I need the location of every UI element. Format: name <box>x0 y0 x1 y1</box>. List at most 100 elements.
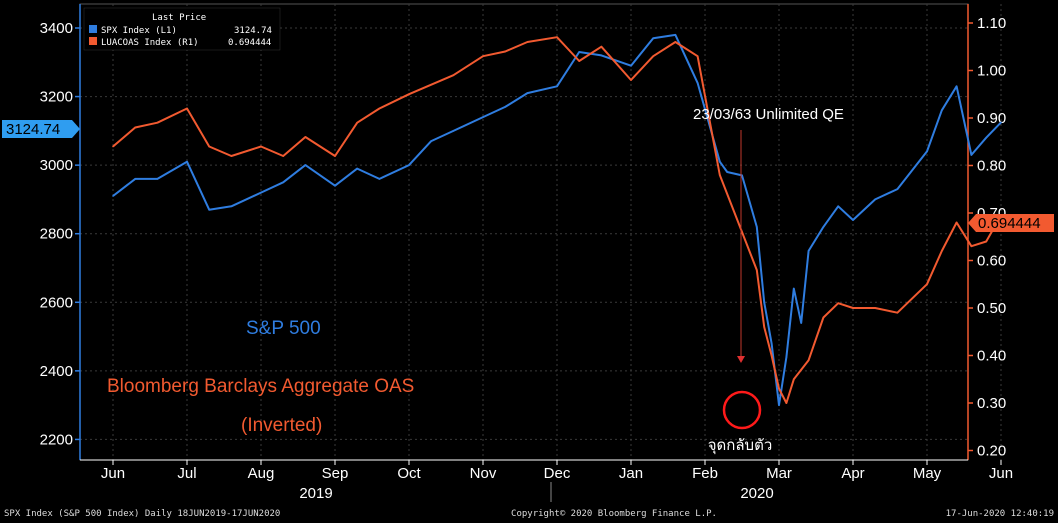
month-tick-label: Nov <box>470 465 497 482</box>
legend-swatch-spx <box>89 25 97 33</box>
data-point <box>452 130 455 132</box>
data-point <box>334 184 336 187</box>
spx-annotation: S&P 500 <box>246 318 321 339</box>
data-point <box>230 205 233 208</box>
data-point <box>652 37 654 40</box>
data-point <box>356 121 359 124</box>
month-tick-label: Oct <box>397 465 421 482</box>
data-point <box>282 155 285 157</box>
footer-left: SPX Index (S&P 500 Index) Daily 18JUN201… <box>4 509 280 519</box>
data-point <box>852 307 854 309</box>
data-point <box>482 116 484 118</box>
footer-right: 17-Jun-2020 12:40:19 <box>946 509 1054 519</box>
legend-value-oas: 0.694444 <box>228 38 271 48</box>
data-point <box>719 174 721 176</box>
data-point <box>408 164 410 166</box>
data-point <box>408 93 410 95</box>
data-point <box>156 178 159 180</box>
data-point <box>556 36 558 38</box>
data-point <box>785 356 788 358</box>
series-group <box>112 33 1002 407</box>
month-tick-label: Mar <box>766 465 792 482</box>
data-point <box>304 164 307 166</box>
data-point <box>112 145 114 148</box>
data-point <box>785 402 788 404</box>
data-point <box>822 226 825 228</box>
data-point <box>356 167 359 170</box>
left-tick-label: 2200 <box>40 431 73 448</box>
right-tick-label: 1.10 <box>977 15 1006 32</box>
data-point <box>756 269 758 271</box>
month-tick-label: Jun <box>989 465 1013 482</box>
month-tick-label: May <box>913 465 942 482</box>
month-tick-label: Jan <box>619 465 643 482</box>
right-tick-label: 0.80 <box>977 158 1006 175</box>
data-point <box>719 160 721 163</box>
data-point <box>304 136 307 138</box>
data-point <box>726 171 728 173</box>
data-point <box>230 155 233 157</box>
data-point <box>186 107 188 110</box>
right-tick-label: 0.40 <box>977 348 1006 365</box>
data-point <box>334 155 336 157</box>
axes <box>79 4 969 461</box>
month-tick-label: Feb <box>692 465 718 482</box>
qe-annotation: 23/03/63 Unlimited QE <box>693 106 844 123</box>
data-point <box>482 55 484 57</box>
data-point <box>807 250 810 252</box>
data-point <box>208 208 210 211</box>
data-point <box>793 287 795 290</box>
qe-marker-arrow <box>737 356 745 363</box>
data-point <box>896 311 899 314</box>
data-point <box>578 51 580 53</box>
data-point <box>778 404 780 406</box>
bottom-circle <box>722 390 762 430</box>
right-tick-label: 0.20 <box>977 443 1006 460</box>
reversal-annotation: จุดกลับตัว <box>708 437 773 455</box>
data-point <box>770 354 773 357</box>
data-point <box>556 85 558 88</box>
year-label-2019: 2019 <box>299 485 332 502</box>
legend-value-spx: 3124.74 <box>234 26 272 36</box>
legend-header: Last Price <box>152 13 206 23</box>
left-axis-ticks: 2200 2400 2600 2800 3000 3200 3400 <box>40 20 80 448</box>
month-tick-label: Jul <box>177 465 196 482</box>
data-point <box>837 302 839 305</box>
data-point <box>526 41 529 43</box>
data-point <box>652 55 654 57</box>
data-point <box>526 92 529 94</box>
left-tick-label: 2600 <box>40 294 73 311</box>
data-point <box>156 121 159 124</box>
legend-label-spx: SPX Index (L1) <box>101 26 177 36</box>
data-point <box>941 250 943 252</box>
data-point <box>630 64 632 67</box>
data-point <box>756 226 758 228</box>
data-point <box>208 145 210 148</box>
data-point <box>696 55 699 57</box>
month-tick-label: Jun <box>101 465 125 482</box>
month-tick-label: Aug <box>248 465 275 482</box>
data-point <box>800 322 802 324</box>
last-price-badge-left: 3124.74 <box>2 120 80 138</box>
right-tick-label: 0.30 <box>977 395 1006 412</box>
left-tick-label: 3000 <box>40 157 73 174</box>
legend: Last Price SPX Index (L1) 3124.74 LUACOA… <box>83 7 281 51</box>
data-point <box>985 136 987 139</box>
data-point <box>696 82 699 84</box>
year-label-2020: 2020 <box>740 485 773 502</box>
oas-annotation-line2: (Inverted) <box>241 415 322 436</box>
data-point <box>941 109 943 112</box>
data-point <box>793 378 795 381</box>
data-point <box>578 60 580 62</box>
data-point <box>260 191 262 194</box>
data-point <box>452 74 455 76</box>
legend-swatch-oas <box>89 37 97 45</box>
right-tick-label: 0.50 <box>977 300 1006 317</box>
data-point <box>874 307 876 309</box>
data-point <box>896 188 899 190</box>
data-point <box>430 140 433 142</box>
data-point <box>970 154 973 156</box>
data-point <box>770 342 773 345</box>
data-point <box>600 54 603 57</box>
